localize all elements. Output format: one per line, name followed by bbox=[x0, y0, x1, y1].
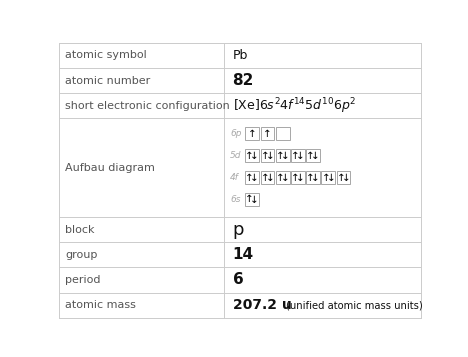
Text: $\mathrm{[Xe]6}s^{\mathrm{2}}\mathrm{4}f^{\mathrm{14}}\mathrm{5}d^{\mathrm{10}}\: $\mathrm{[Xe]6}s^{\mathrm{2}}\mathrm{4}f… bbox=[233, 96, 356, 116]
Text: 4f: 4f bbox=[230, 173, 239, 182]
Text: ↑: ↑ bbox=[245, 172, 254, 182]
Text: ↓: ↓ bbox=[327, 172, 335, 182]
Bar bbox=[245, 171, 259, 184]
Bar bbox=[261, 127, 274, 140]
Text: ↑: ↑ bbox=[263, 129, 272, 139]
Text: Pb: Pb bbox=[233, 49, 248, 62]
Bar bbox=[261, 171, 274, 184]
Bar bbox=[291, 171, 305, 184]
Text: 82: 82 bbox=[233, 73, 254, 88]
Bar bbox=[261, 149, 274, 162]
Text: 6: 6 bbox=[233, 272, 243, 287]
Text: (unified atomic mass units): (unified atomic mass units) bbox=[286, 300, 423, 310]
Text: atomic number: atomic number bbox=[65, 76, 150, 86]
Text: ↑: ↑ bbox=[245, 195, 254, 205]
Text: ↓: ↓ bbox=[265, 172, 274, 182]
Bar bbox=[245, 149, 259, 162]
Text: ↓: ↓ bbox=[250, 172, 259, 182]
Text: ↑: ↑ bbox=[291, 172, 300, 182]
Text: group: group bbox=[65, 250, 97, 260]
Bar bbox=[291, 149, 305, 162]
Text: ↑: ↑ bbox=[245, 151, 254, 161]
Bar bbox=[276, 171, 290, 184]
Text: 207.2 u: 207.2 u bbox=[233, 298, 292, 312]
Text: ↓: ↓ bbox=[250, 195, 259, 205]
Text: ↑: ↑ bbox=[261, 151, 269, 161]
Text: ↑: ↑ bbox=[322, 172, 330, 182]
Text: atomic mass: atomic mass bbox=[65, 300, 136, 310]
Text: block: block bbox=[65, 225, 95, 235]
Bar bbox=[245, 127, 259, 140]
Bar bbox=[306, 171, 320, 184]
Bar bbox=[322, 171, 335, 184]
Text: ↓: ↓ bbox=[311, 151, 320, 161]
Text: ↓: ↓ bbox=[296, 151, 305, 161]
Text: ↑: ↑ bbox=[306, 172, 315, 182]
Bar bbox=[306, 149, 320, 162]
Text: ↓: ↓ bbox=[250, 151, 259, 161]
Text: short electronic configuration: short electronic configuration bbox=[65, 101, 230, 111]
Text: ↓: ↓ bbox=[342, 172, 351, 182]
Bar bbox=[245, 193, 259, 206]
Text: p: p bbox=[233, 221, 244, 238]
Text: 14: 14 bbox=[233, 247, 254, 262]
Bar bbox=[336, 171, 351, 184]
Text: ↑: ↑ bbox=[261, 172, 269, 182]
Text: ↑: ↑ bbox=[248, 129, 256, 139]
Text: ↓: ↓ bbox=[281, 151, 290, 161]
Text: period: period bbox=[65, 275, 101, 285]
Text: Aufbau diagram: Aufbau diagram bbox=[65, 163, 155, 173]
Text: 6p: 6p bbox=[230, 129, 241, 138]
Text: atomic symbol: atomic symbol bbox=[65, 50, 147, 60]
Text: 5d: 5d bbox=[230, 151, 241, 160]
Text: ↑: ↑ bbox=[337, 172, 345, 182]
Text: ↓: ↓ bbox=[281, 172, 290, 182]
Text: ↓: ↓ bbox=[296, 172, 305, 182]
Text: ↓: ↓ bbox=[311, 172, 320, 182]
Text: 6s: 6s bbox=[230, 195, 241, 204]
Text: ↑: ↑ bbox=[276, 172, 285, 182]
Text: ↑: ↑ bbox=[291, 151, 300, 161]
Bar bbox=[276, 127, 290, 140]
Text: ↓: ↓ bbox=[265, 151, 274, 161]
Text: ↑: ↑ bbox=[306, 151, 315, 161]
Bar bbox=[276, 149, 290, 162]
Text: ↑: ↑ bbox=[276, 151, 285, 161]
